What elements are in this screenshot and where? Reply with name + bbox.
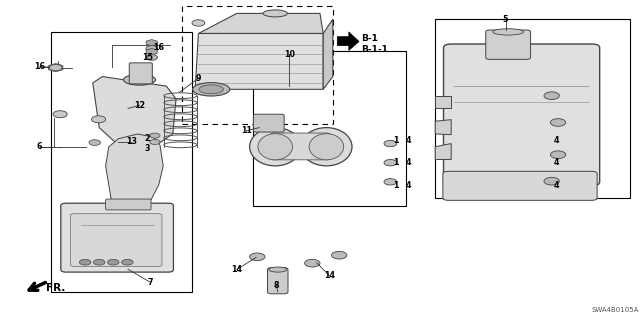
FancyBboxPatch shape [129,63,152,84]
Ellipse shape [250,128,301,166]
Text: 1: 1 [393,158,398,167]
Circle shape [53,111,67,118]
Text: 16: 16 [34,63,45,71]
Ellipse shape [193,83,230,96]
Polygon shape [106,134,163,204]
Polygon shape [435,96,451,108]
Circle shape [108,259,119,265]
Circle shape [146,55,157,60]
Text: 3: 3 [145,144,150,153]
Circle shape [544,177,559,185]
Polygon shape [435,120,451,135]
FancyBboxPatch shape [61,203,173,272]
Polygon shape [323,19,333,89]
FancyBboxPatch shape [70,214,162,266]
Text: B-1: B-1 [362,34,378,43]
Polygon shape [93,77,176,147]
Ellipse shape [301,128,352,166]
Text: 14: 14 [324,271,335,280]
FancyBboxPatch shape [268,268,288,294]
FancyBboxPatch shape [106,199,151,210]
Text: 4: 4 [406,158,411,167]
Ellipse shape [493,29,524,35]
Polygon shape [337,32,359,50]
Circle shape [92,116,106,123]
Text: 1: 1 [393,181,398,189]
Bar [51,32,192,292]
Text: 9: 9 [196,74,201,83]
Ellipse shape [309,134,344,160]
Bar [182,6,333,124]
Ellipse shape [258,134,292,160]
Circle shape [332,251,347,259]
Ellipse shape [199,85,223,94]
FancyBboxPatch shape [271,133,330,160]
Ellipse shape [269,267,287,272]
Circle shape [384,179,397,185]
Ellipse shape [263,10,287,17]
Circle shape [150,139,160,145]
Text: 15: 15 [141,53,153,62]
Text: 14: 14 [231,265,243,274]
Text: 4: 4 [406,181,411,189]
Text: FR.: FR. [46,283,65,293]
Text: SWA4B0105A: SWA4B0105A [591,307,639,313]
Bar [253,51,406,206]
Text: 13: 13 [125,137,137,146]
Text: 7: 7 [148,278,153,287]
Circle shape [384,160,397,166]
Circle shape [122,259,133,265]
Text: 12: 12 [134,101,145,110]
Ellipse shape [124,74,156,85]
Polygon shape [198,13,323,33]
Circle shape [192,20,205,26]
FancyBboxPatch shape [443,171,597,200]
FancyBboxPatch shape [444,44,600,186]
Circle shape [550,119,566,126]
Text: 5: 5 [503,15,508,24]
Circle shape [305,259,320,267]
Circle shape [544,92,559,100]
Text: 8: 8 [274,281,279,290]
Text: 4: 4 [554,136,559,145]
Circle shape [150,133,160,138]
Circle shape [384,140,397,147]
FancyBboxPatch shape [486,30,531,59]
Text: 10: 10 [284,50,295,59]
Circle shape [550,151,566,159]
Circle shape [79,259,91,265]
Circle shape [89,140,100,145]
Polygon shape [435,144,451,160]
Text: 2: 2 [145,134,150,143]
FancyBboxPatch shape [253,114,284,132]
Circle shape [250,253,265,261]
Circle shape [146,46,157,51]
Text: 4: 4 [406,136,411,145]
Text: 6: 6 [37,142,42,151]
Text: 11: 11 [241,126,252,135]
Text: B-1-1: B-1-1 [362,45,388,54]
Text: 16: 16 [153,43,164,52]
Text: 4: 4 [554,158,559,167]
Bar [435,19,630,198]
Polygon shape [195,33,323,89]
Text: 1: 1 [393,136,398,145]
Text: 4: 4 [554,181,559,189]
Circle shape [93,259,105,265]
Circle shape [49,64,62,71]
